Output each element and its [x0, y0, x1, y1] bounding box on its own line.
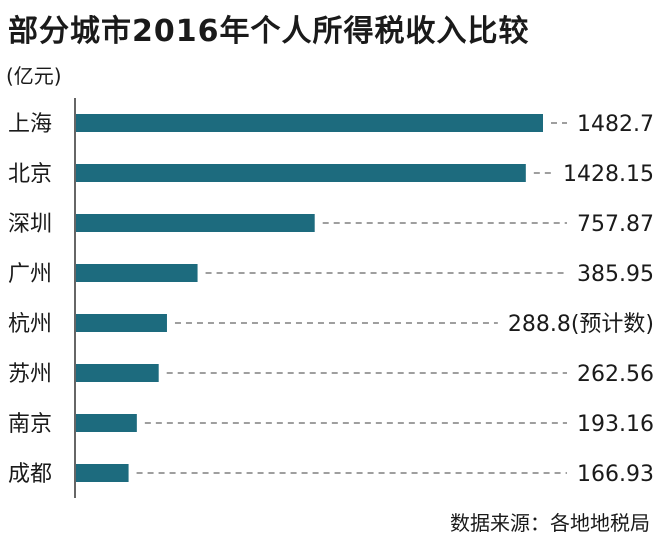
unit-label: (亿元)	[6, 64, 62, 88]
value-label: 1482.7	[577, 112, 654, 137]
bar	[76, 464, 129, 482]
category-label: 南京	[8, 412, 52, 437]
chart-title: 部分城市2016年个人所得税收入比较	[8, 14, 530, 49]
value-label: 385.95	[577, 262, 654, 287]
category-label: 广州	[8, 262, 52, 287]
bar	[76, 414, 137, 432]
category-label: 成都	[8, 462, 52, 487]
category-label: 苏州	[8, 362, 52, 387]
bar	[76, 164, 526, 182]
category-label: 上海	[8, 112, 52, 137]
value-label: 262.56	[577, 362, 654, 387]
category-label: 北京	[8, 162, 52, 187]
bar	[76, 114, 543, 132]
value-label: 757.87	[577, 212, 654, 237]
bar	[76, 314, 167, 332]
category-label: 杭州	[8, 312, 52, 337]
bar	[76, 264, 198, 282]
value-label: 166.93	[577, 462, 654, 487]
value-label: 1428.15	[563, 162, 654, 187]
bar	[76, 364, 159, 382]
source-note: 数据来源：各地地税局	[450, 511, 650, 535]
value-label: 193.16	[577, 412, 654, 437]
category-label: 深圳	[8, 212, 52, 237]
value-label: 288.8(预计数)	[508, 312, 654, 337]
bar	[76, 214, 315, 232]
